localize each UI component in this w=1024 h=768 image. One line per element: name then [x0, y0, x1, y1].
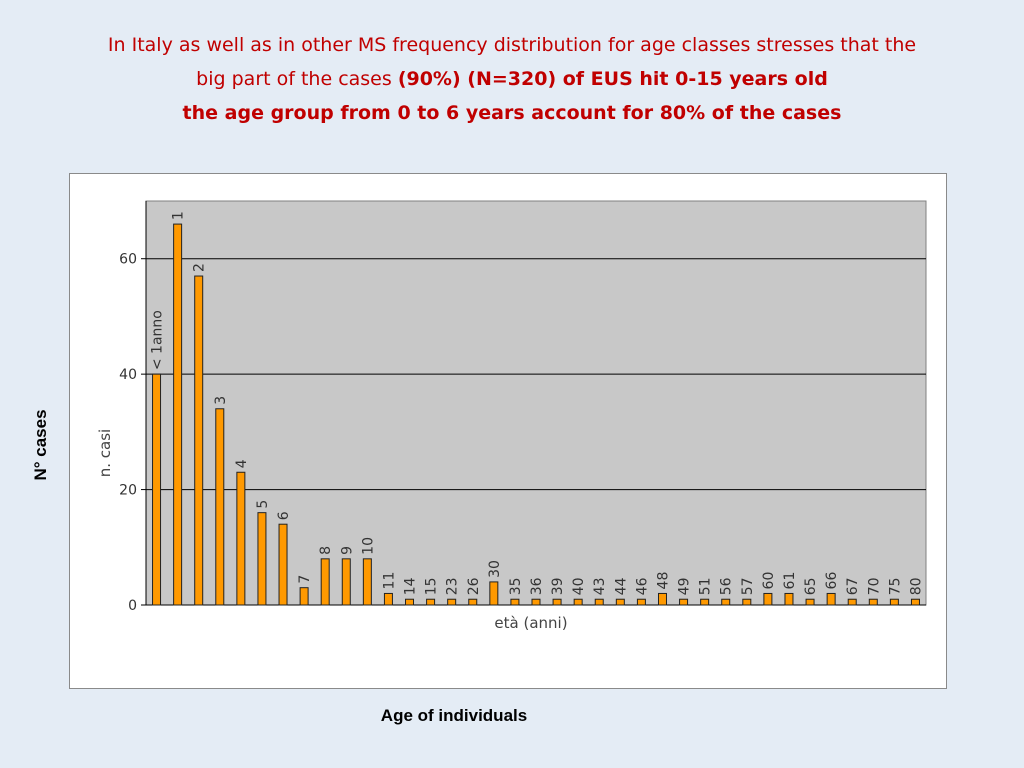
y-tick-label: 40	[119, 367, 137, 383]
bar	[573, 598, 583, 606]
bar-label: 26	[466, 577, 482, 595]
y-tick-label: 60	[119, 252, 137, 268]
bar-label: 5	[255, 500, 271, 509]
chart-frame: 0 20 40 60 < 1anno 1 2 3 4 5 6 7 8 9 10 11 14 15 23 26 30 35 3…	[69, 173, 947, 689]
bar-label: 67	[845, 577, 861, 595]
bar-label: 10	[360, 537, 376, 555]
bar	[763, 592, 773, 606]
slide-title: In Italy as well as in other MS frequenc…	[40, 28, 984, 130]
bar-label: 11	[381, 572, 397, 590]
bar	[510, 598, 520, 606]
bar	[426, 598, 436, 606]
title-line-3-bold: the age group from 0 to 6 years account …	[182, 102, 842, 124]
bar	[531, 598, 541, 606]
bar-label: 46	[634, 577, 650, 595]
bar-label: 8	[318, 546, 334, 555]
bar-label: 15	[424, 577, 440, 595]
bar-label: 2	[192, 263, 208, 272]
bar	[721, 598, 731, 606]
bar	[194, 275, 204, 606]
bar-label: 14	[403, 577, 419, 595]
bar-label: 70	[866, 577, 882, 595]
bar-label: 44	[613, 577, 629, 595]
bar	[847, 598, 857, 606]
bar-label: 35	[508, 577, 524, 595]
bar	[236, 471, 246, 606]
bar-label: 6	[276, 511, 292, 520]
bar-label: 65	[803, 577, 819, 595]
bar-label: 9	[339, 546, 355, 555]
bar-label: 36	[529, 577, 545, 595]
bar	[405, 598, 415, 606]
bar-label: 60	[761, 572, 777, 590]
bar-label: 40	[571, 577, 587, 595]
x-axis-title: età (anni)	[494, 614, 567, 632]
bar	[657, 592, 667, 606]
title-line-1: In Italy as well as in other MS frequenc…	[107, 34, 917, 56]
title-line-3: the age group from 0 to 6 years account …	[40, 96, 984, 130]
bar	[594, 598, 604, 606]
bar	[257, 512, 267, 606]
bar	[910, 598, 920, 606]
bar	[679, 598, 689, 606]
bar	[215, 408, 225, 606]
bar	[299, 587, 309, 606]
bar-label: < 1anno	[150, 310, 166, 370]
bar	[152, 373, 162, 606]
bar	[868, 598, 878, 606]
x-axis-caption: Age of individuals	[380, 706, 528, 725]
title-line-2-bold: (90%) (N=320) of EUS hit 0-15 years old	[397, 68, 828, 90]
bar-label: 51	[698, 577, 714, 595]
bar	[341, 558, 351, 606]
bar	[615, 598, 625, 606]
bar-label: 7	[297, 575, 313, 584]
bar-label: 75	[887, 577, 903, 595]
bar	[700, 598, 710, 606]
bar	[805, 598, 815, 606]
bar	[468, 598, 478, 606]
y-tick-label: 20	[119, 483, 137, 499]
bar	[636, 598, 646, 606]
bar	[320, 558, 330, 606]
bar	[383, 592, 393, 606]
bar	[826, 592, 836, 606]
bar	[552, 598, 562, 606]
bar-label: 3	[213, 396, 229, 405]
bar-label: 23	[445, 577, 461, 595]
y-axis-title: n. casi	[96, 429, 114, 477]
bar-label: 61	[782, 572, 798, 590]
bar	[362, 558, 372, 606]
bar-label: 4	[234, 459, 250, 468]
bar-label: 49	[677, 577, 693, 595]
bar-label: 66	[824, 572, 840, 590]
y-axis-caption: N° cases	[31, 409, 50, 481]
bar	[742, 598, 752, 606]
plot-area	[145, 200, 927, 606]
bar	[889, 598, 899, 606]
title-line-2-text: big part of the cases	[196, 68, 398, 90]
bar-label: 56	[719, 577, 735, 595]
y-tick-label: 0	[128, 598, 137, 614]
bar	[447, 598, 457, 606]
bar-label: 48	[655, 572, 671, 590]
bar-label: 39	[550, 577, 566, 595]
bar-label: 57	[740, 577, 756, 595]
bar-label: 30	[487, 560, 503, 578]
bar	[278, 523, 288, 606]
bar-label: 80	[908, 577, 924, 595]
bar-label: 43	[592, 577, 608, 595]
bar	[784, 592, 794, 606]
bar	[489, 581, 499, 606]
title-line-2: big part of the cases (90%) (N=320) of E…	[40, 62, 984, 96]
bar	[173, 223, 183, 606]
bar-label: 1	[171, 211, 187, 220]
